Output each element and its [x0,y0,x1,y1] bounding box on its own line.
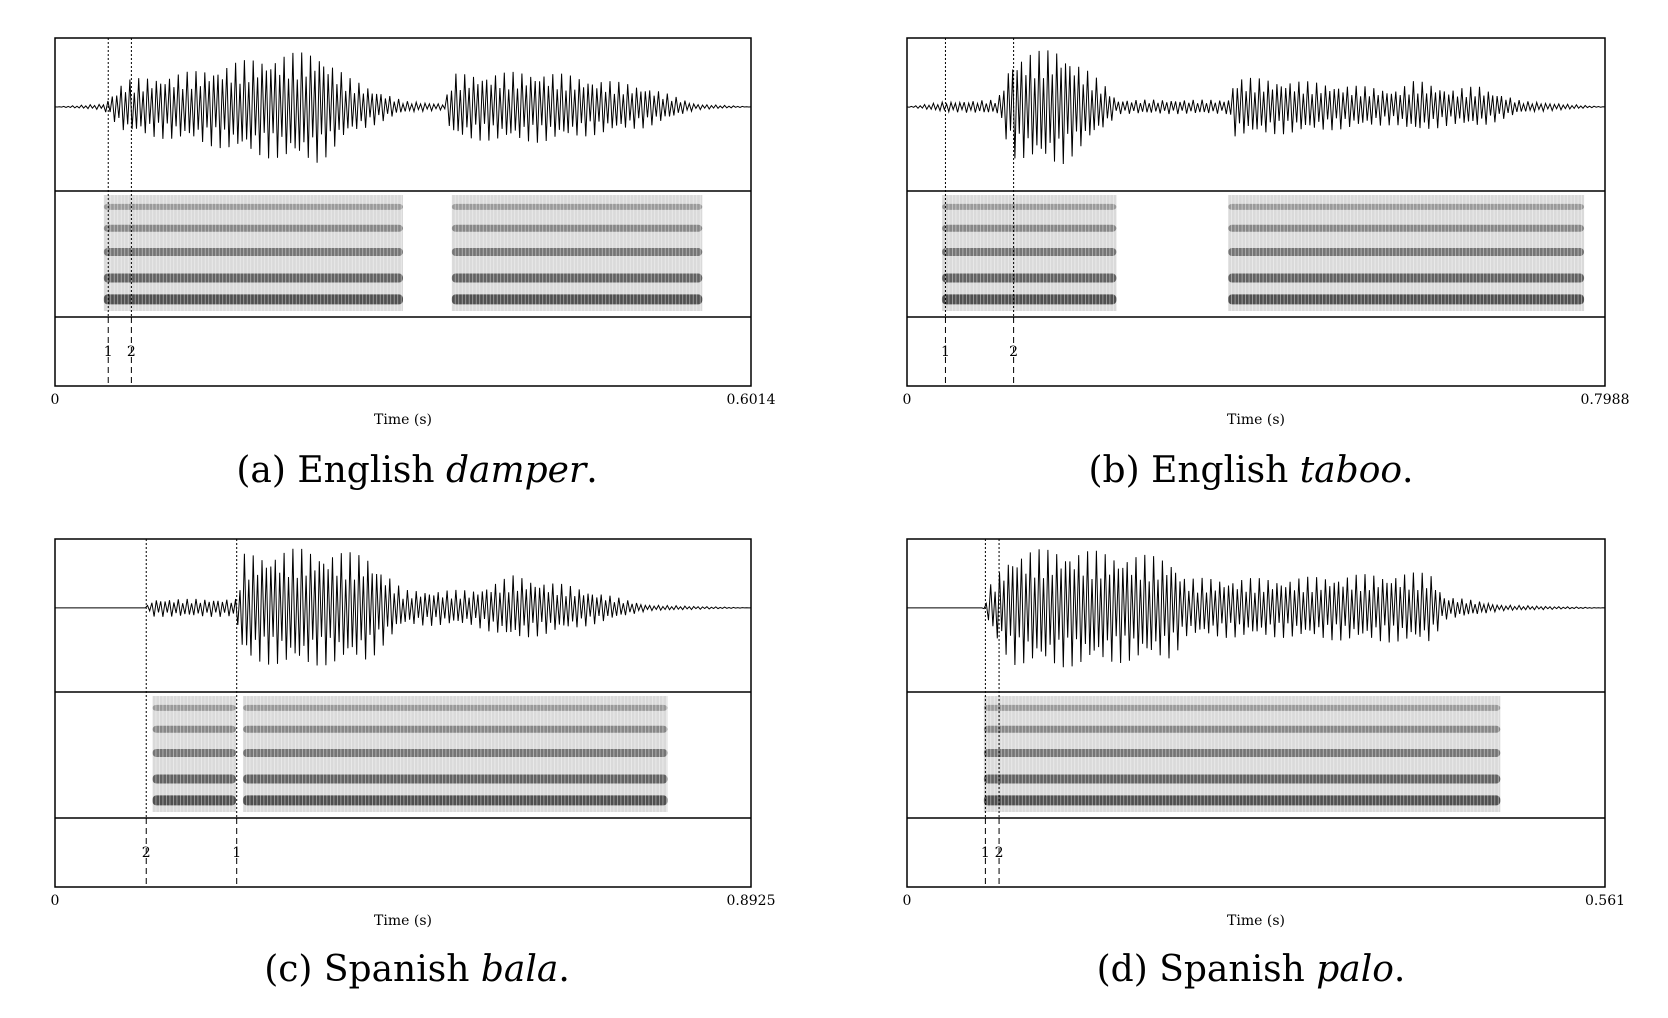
caption-c: (c) Spanish bala. [0,949,834,990]
figure-panel-c: 2 1 0 0.8925 Time (s) (c) Spanish bala. [0,509,834,1018]
x-axis-label: Time (s) [1227,412,1285,428]
formant-band [103,203,403,210]
waveform [907,549,1606,668]
figure-panel-b: 1 2 0 0.7988 Time (s) (b) English taboo. [834,0,1668,509]
time-end-label: 0.7988 [1581,392,1630,408]
caption-suffix: . [1402,450,1414,491]
caption-prefix: (d) Spanish [1096,949,1317,990]
spectrogram [983,696,1501,812]
boundary-label: 1 [104,344,113,360]
formant-band [1228,203,1585,210]
plot-frame [906,37,1606,387]
formant-band [983,749,1501,757]
spectrogram [152,696,668,812]
formant-band [983,704,1501,711]
boundary-label: 1 [981,845,990,861]
caption-suffix: . [586,450,598,491]
figure-panel-a: 1 2 0 0.6014 Time (s) (a) English damper. [0,0,834,509]
caption-a: (a) English damper. [0,450,834,491]
boundary-label: 1 [232,845,241,861]
boundary-label: 2 [1009,344,1018,360]
caption-word: damper [445,450,587,491]
formant-band [451,224,703,232]
spectrogram [941,195,1585,311]
waveform [54,52,752,163]
spectrogram-figure-c: 2 1 0 0.8925 Time (s) [51,538,776,929]
time-end-label: 0.8925 [727,893,776,909]
waveform [906,50,1606,165]
formant-band [451,248,703,256]
formant-band [1228,248,1585,256]
time-start-label: 0 [903,392,912,408]
formant-band [983,795,1501,806]
caption-word: bala [480,949,559,990]
formant-band [451,273,703,283]
boundary-label: 1 [941,344,950,360]
formant-band [983,774,1501,784]
time-start-label: 0 [51,893,60,909]
formant-band [1228,224,1585,232]
caption-b: (b) English taboo. [834,450,1668,491]
spectrogram-figure-d: 1 2 0 0.561 Time (s) [903,538,1625,929]
caption-d: (d) Spanish palo. [834,949,1668,990]
plot-frame [54,538,752,888]
formant-band [451,203,703,210]
caption-suffix: . [558,949,570,990]
boundary-label: 2 [142,845,151,861]
waveform [55,548,751,666]
x-axis-label: Time (s) [374,913,432,929]
formant-band [103,273,403,283]
x-axis-label: Time (s) [1227,913,1285,929]
caption-word: taboo [1299,450,1403,491]
boundary-label: 2 [995,845,1004,861]
caption-word: palo [1316,949,1394,990]
formant-band [451,294,703,305]
spectrogram-figure-a: 1 2 0 0.6014 Time (s) [51,37,776,428]
time-end-label: 0.561 [1585,893,1625,909]
boundary-label: 2 [127,344,136,360]
time-start-label: 0 [51,392,60,408]
caption-suffix: . [1393,949,1406,990]
formant-band [103,224,403,232]
figure-panel-d: 1 2 0 0.561 Time (s) (d) Spanish palo. [834,509,1668,1018]
x-axis-label: Time (s) [374,412,432,428]
plot-frame [54,37,752,387]
formant-band [983,725,1501,733]
caption-prefix: (b) English [1088,450,1300,491]
caption-prefix: (c) Spanish [264,949,481,990]
caption-prefix: (a) English [236,450,446,491]
spectrogram-figure-b: 1 2 0 0.7988 Time (s) [903,37,1630,428]
time-start-label: 0 [903,893,912,909]
spectrogram [103,195,703,311]
formant-band [103,294,403,305]
time-end-label: 0.6014 [727,392,776,408]
formant-band [1228,294,1585,305]
formant-band [1228,273,1585,283]
formant-band [103,248,403,256]
plot-frame [906,538,1606,888]
